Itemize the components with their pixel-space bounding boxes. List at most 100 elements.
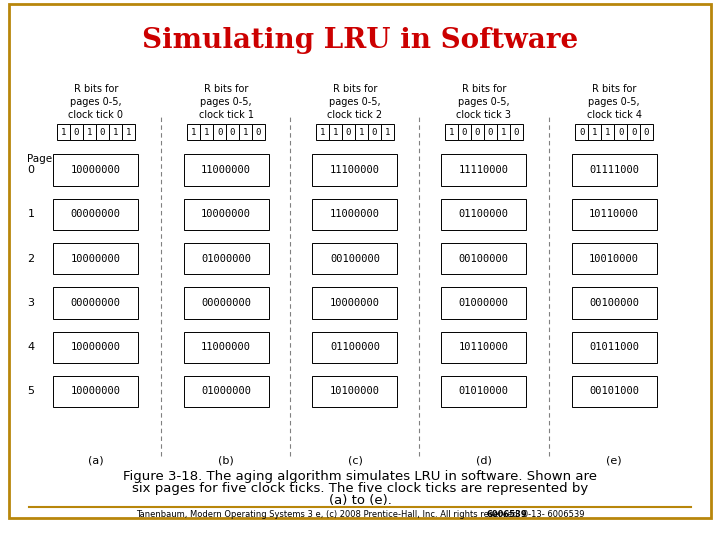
- Bar: [445, 124, 458, 140]
- Text: 0: 0: [487, 128, 493, 137]
- Bar: [575, 124, 588, 140]
- Text: Page: Page: [27, 154, 53, 164]
- Text: 10000000: 10000000: [330, 298, 380, 308]
- Text: 01111000: 01111000: [589, 165, 639, 175]
- Bar: [200, 124, 213, 140]
- Bar: [627, 124, 640, 140]
- Text: six pages for five clock ticks. The five clock ticks are represented by: six pages for five clock ticks. The five…: [132, 482, 588, 495]
- Bar: [572, 376, 657, 407]
- Bar: [614, 124, 627, 140]
- Bar: [83, 124, 96, 140]
- Text: 0: 0: [99, 128, 105, 137]
- Text: 0: 0: [462, 128, 467, 137]
- Bar: [342, 124, 355, 140]
- Bar: [122, 124, 135, 140]
- Text: 1: 1: [384, 128, 390, 137]
- Text: R bits for
pages 0-5,
clock tick 3: R bits for pages 0-5, clock tick 3: [456, 84, 511, 120]
- Text: 00000000: 00000000: [71, 210, 121, 219]
- Text: 0: 0: [474, 128, 480, 137]
- Bar: [70, 124, 83, 140]
- Bar: [53, 154, 138, 186]
- Bar: [57, 124, 70, 140]
- Bar: [226, 124, 239, 140]
- Text: 1: 1: [204, 128, 210, 137]
- Text: 1: 1: [320, 128, 325, 137]
- Bar: [510, 124, 523, 140]
- Bar: [53, 376, 138, 407]
- Bar: [441, 332, 526, 363]
- Bar: [312, 332, 397, 363]
- Bar: [471, 124, 484, 140]
- Text: 0: 0: [644, 128, 649, 137]
- Bar: [441, 243, 526, 274]
- Bar: [109, 124, 122, 140]
- Text: 1: 1: [60, 128, 66, 137]
- Text: 11100000: 11100000: [330, 165, 380, 175]
- Text: R bits for
pages 0-5,
clock tick 1: R bits for pages 0-5, clock tick 1: [199, 84, 253, 120]
- Text: 0: 0: [618, 128, 624, 137]
- Bar: [458, 124, 471, 140]
- Text: 1: 1: [112, 128, 118, 137]
- Text: (c): (c): [348, 455, 362, 465]
- Bar: [316, 124, 329, 140]
- Bar: [184, 243, 269, 274]
- Text: 6006539: 6006539: [486, 510, 527, 518]
- Bar: [601, 124, 614, 140]
- Text: 1: 1: [27, 210, 35, 219]
- Bar: [381, 124, 394, 140]
- Text: 01000000: 01000000: [201, 387, 251, 396]
- Bar: [239, 124, 252, 140]
- Text: 1: 1: [243, 128, 248, 137]
- Text: 1: 1: [333, 128, 338, 137]
- Bar: [312, 376, 397, 407]
- Text: 00101000: 00101000: [589, 387, 639, 396]
- Text: 01000000: 01000000: [201, 254, 251, 264]
- Text: 1: 1: [86, 128, 92, 137]
- Text: Figure 3-18. The aging algorithm simulates LRU in software. Shown are: Figure 3-18. The aging algorithm simulat…: [123, 470, 597, 483]
- Bar: [312, 154, 397, 186]
- Bar: [184, 199, 269, 230]
- Bar: [640, 124, 653, 140]
- Text: 0: 0: [230, 128, 235, 137]
- Text: 10110000: 10110000: [459, 342, 509, 352]
- Text: 00100000: 00100000: [589, 298, 639, 308]
- Text: 5: 5: [27, 387, 35, 396]
- Text: 0: 0: [256, 128, 261, 137]
- Text: 01000000: 01000000: [459, 298, 509, 308]
- Bar: [53, 199, 138, 230]
- Text: 1: 1: [605, 128, 611, 137]
- Text: 0: 0: [372, 128, 377, 137]
- Text: 2: 2: [27, 254, 35, 264]
- Bar: [184, 332, 269, 363]
- Text: (e): (e): [606, 455, 622, 465]
- Text: 10100000: 10100000: [330, 387, 380, 396]
- Bar: [213, 124, 226, 140]
- Bar: [329, 124, 342, 140]
- Text: 1: 1: [592, 128, 598, 137]
- Text: 1: 1: [449, 128, 454, 137]
- Text: 11110000: 11110000: [459, 165, 509, 175]
- Text: 4: 4: [27, 342, 35, 352]
- Text: 1: 1: [359, 128, 364, 137]
- Bar: [53, 332, 138, 363]
- Bar: [312, 243, 397, 274]
- Text: (a): (a): [88, 455, 104, 465]
- Text: 11000000: 11000000: [201, 342, 251, 352]
- Bar: [572, 243, 657, 274]
- Bar: [441, 376, 526, 407]
- Text: 10000000: 10000000: [71, 254, 121, 264]
- Text: 01011000: 01011000: [589, 342, 639, 352]
- Text: 0: 0: [513, 128, 519, 137]
- Bar: [184, 376, 269, 407]
- Text: 10000000: 10000000: [71, 342, 121, 352]
- Text: 1: 1: [125, 128, 131, 137]
- Bar: [252, 124, 265, 140]
- Bar: [312, 199, 397, 230]
- Text: 0: 0: [217, 128, 222, 137]
- Bar: [572, 287, 657, 319]
- Text: (a) to (e).: (a) to (e).: [328, 494, 392, 507]
- Bar: [312, 287, 397, 319]
- Bar: [572, 199, 657, 230]
- Bar: [484, 124, 497, 140]
- Bar: [441, 154, 526, 186]
